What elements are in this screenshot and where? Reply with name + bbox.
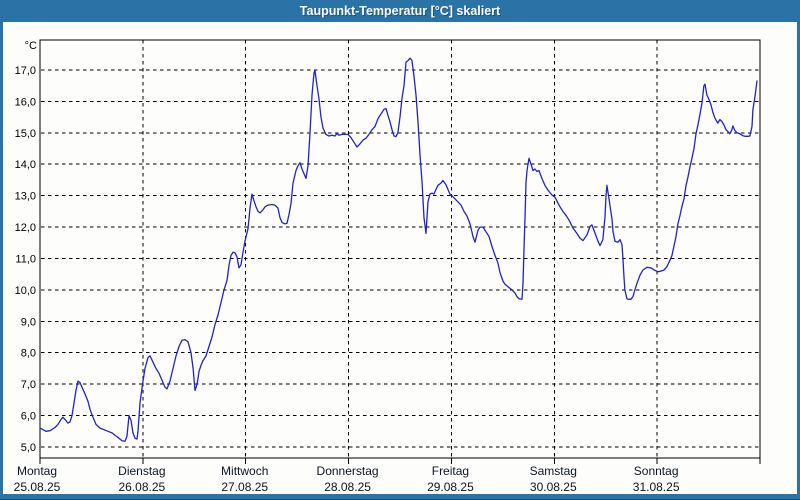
y-axis-tick-label: 17,0 [15, 65, 36, 77]
x-axis-day-label: Samstag [530, 464, 577, 478]
series-line-taupunkt [39, 57, 758, 442]
x-axis-date-label: 25.08.25 [14, 480, 61, 494]
x-axis-day-label: Dienstag [118, 464, 165, 478]
y-axis-tick-label: 7,0 [21, 379, 36, 391]
x-axis-date-label: 28.08.25 [324, 480, 371, 494]
plot-border [39, 39, 761, 459]
x-axis-day-label: Montag [17, 464, 57, 478]
y-axis-tick-label: 14,0 [15, 159, 36, 171]
y-axis-tick-label: 13,0 [15, 191, 36, 203]
x-axis-date-label: 31.08.25 [633, 480, 680, 494]
y-axis-tick-label: 16,0 [15, 96, 36, 108]
y-axis-tick-label: 12,0 [15, 222, 36, 234]
y-axis-tick-label: 6,0 [21, 411, 36, 423]
y-axis-tick-label: 15,0 [15, 128, 36, 140]
window-title: Taupunkt-Temperatur [°C] skaliert [0, 0, 800, 22]
x-axis-date-label: 27.08.25 [221, 480, 268, 494]
x-axis-day-label: Mittwoch [221, 464, 268, 478]
y-axis-tick-label: 8,0 [21, 348, 36, 360]
x-axis-date-label: 26.08.25 [118, 480, 165, 494]
y-axis-tick-label: 9,0 [21, 316, 36, 328]
x-axis-date-label: 30.08.25 [530, 480, 577, 494]
y-axis-unit-label: °C [24, 40, 37, 52]
x-axis-day-label: Sonntag [634, 464, 679, 478]
y-axis-tick-label: 10,0 [15, 285, 36, 297]
x-axis-date-label: 29.08.25 [427, 480, 474, 494]
x-axis-day-label: Donnerstag [317, 464, 379, 478]
y-axis-tick-label: 5,0 [21, 442, 36, 454]
x-axis-day-label: Freitag [432, 464, 469, 478]
y-axis-tick-label: 11,0 [15, 253, 36, 265]
